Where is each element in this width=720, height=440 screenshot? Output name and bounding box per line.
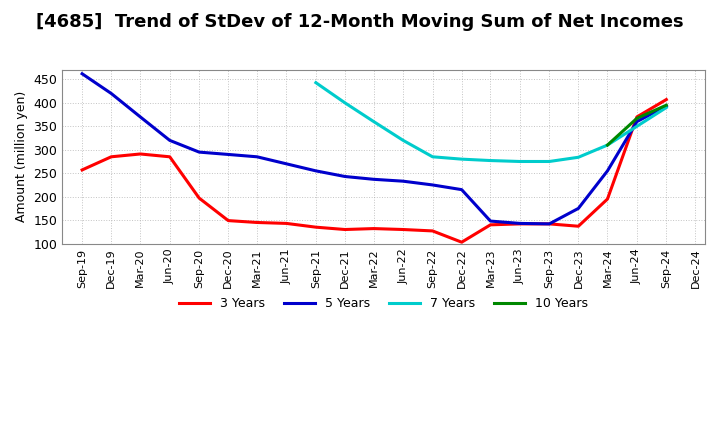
Line: 7 Years: 7 Years — [316, 83, 666, 161]
Legend: 3 Years, 5 Years, 7 Years, 10 Years: 3 Years, 5 Years, 7 Years, 10 Years — [174, 293, 593, 315]
Line: 5 Years: 5 Years — [82, 74, 666, 224]
Line: 10 Years: 10 Years — [608, 105, 666, 145]
Text: [4685]  Trend of StDev of 12-Month Moving Sum of Net Incomes: [4685] Trend of StDev of 12-Month Moving… — [36, 13, 684, 31]
Line: 3 Years: 3 Years — [82, 99, 666, 242]
Y-axis label: Amount (million yen): Amount (million yen) — [15, 91, 28, 222]
